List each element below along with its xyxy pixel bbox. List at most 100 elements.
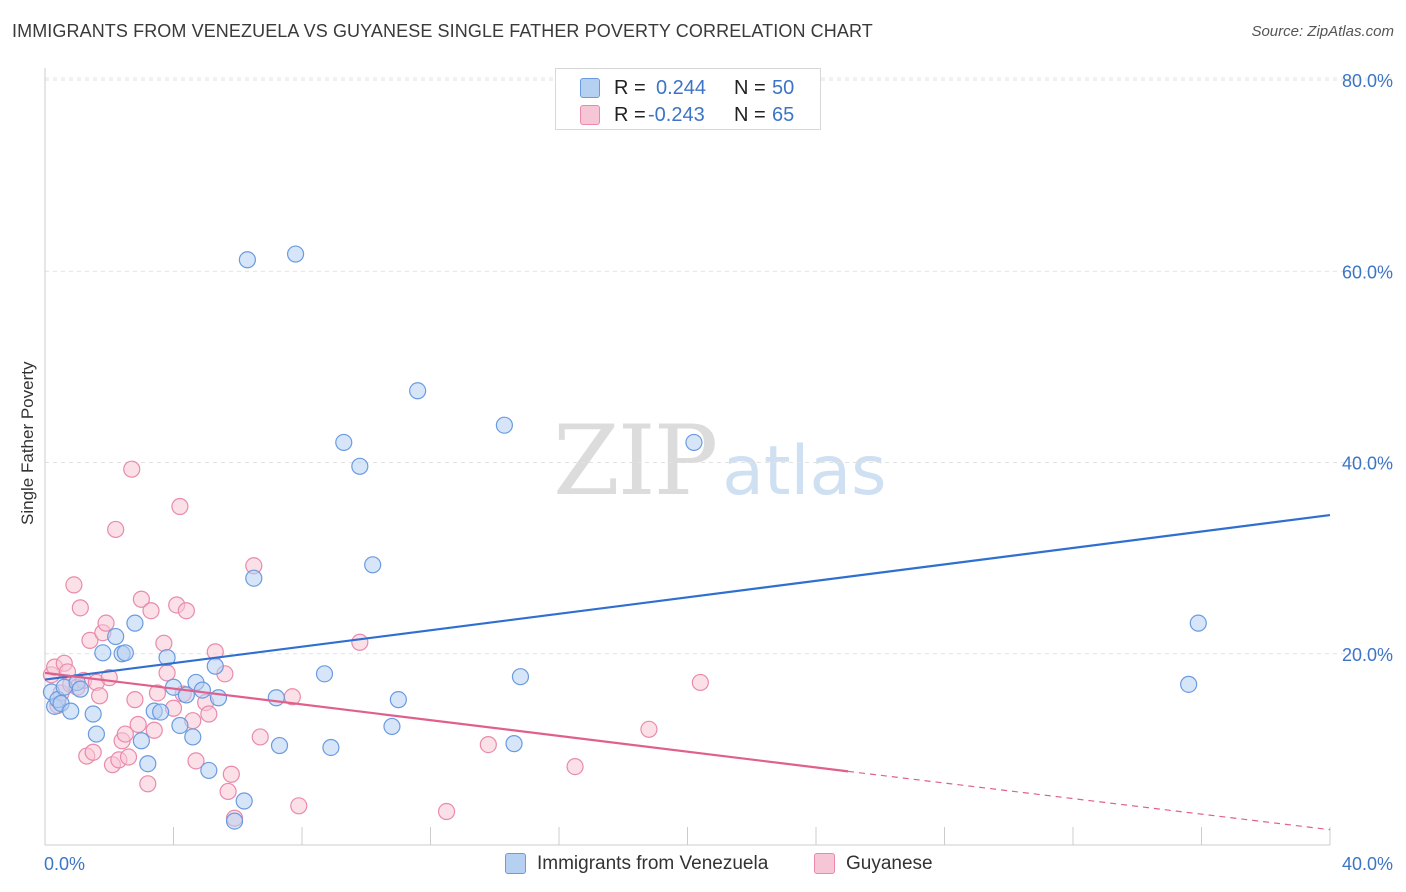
bottom-legend-swatch-venezuela bbox=[505, 853, 526, 874]
point-venezuela bbox=[383, 717, 401, 736]
point-venezuela bbox=[87, 725, 106, 743]
point-venezuela bbox=[238, 251, 256, 269]
bottom-legend-label-guyanese: Guyanese bbox=[846, 853, 933, 874]
point-guyanese bbox=[479, 735, 497, 754]
legend-row-guyanese: R = -0.243 N = 65 bbox=[556, 101, 820, 129]
point-guyanese bbox=[142, 602, 160, 620]
point-venezuela bbox=[62, 702, 80, 720]
legend-n-value: 65 bbox=[772, 104, 795, 126]
point-venezuela bbox=[158, 648, 176, 667]
point-venezuela bbox=[335, 433, 353, 452]
point-venezuela bbox=[152, 703, 170, 721]
point-guyanese bbox=[71, 599, 89, 617]
point-venezuela bbox=[351, 457, 369, 475]
point-guyanese bbox=[219, 782, 237, 801]
legend-n-label: N = bbox=[734, 104, 766, 126]
point-venezuela bbox=[171, 716, 189, 735]
source-label: Source: ZipAtlas.com bbox=[1251, 23, 1394, 40]
point-venezuela bbox=[94, 644, 112, 662]
point-guyanese bbox=[171, 497, 189, 516]
point-guyanese bbox=[145, 721, 163, 739]
point-guyanese bbox=[290, 797, 308, 815]
point-guyanese bbox=[123, 460, 141, 478]
y-tick-label: 60.0% bbox=[1342, 262, 1393, 282]
point-venezuela bbox=[1180, 675, 1198, 693]
point-guyanese bbox=[222, 765, 240, 783]
point-guyanese bbox=[129, 715, 147, 734]
legend-row-venezuela: R = 0.244 N = 50 bbox=[556, 74, 820, 102]
point-guyanese bbox=[200, 705, 218, 723]
point-guyanese bbox=[97, 614, 115, 632]
point-venezuela bbox=[685, 433, 703, 452]
point-guyanese bbox=[126, 691, 144, 709]
point-guyanese bbox=[139, 775, 157, 793]
point-venezuela bbox=[107, 627, 125, 646]
point-venezuela bbox=[364, 556, 382, 574]
point-venezuela bbox=[389, 691, 407, 709]
point-venezuela bbox=[495, 416, 513, 434]
y-tick-label: 80.0% bbox=[1342, 71, 1393, 91]
point-venezuela bbox=[116, 644, 134, 662]
point-venezuela bbox=[209, 689, 228, 707]
point-venezuela bbox=[235, 792, 253, 810]
point-venezuela bbox=[245, 569, 263, 587]
point-guyanese bbox=[132, 590, 150, 608]
point-guyanese bbox=[148, 684, 167, 702]
point-venezuela bbox=[511, 668, 530, 686]
point-guyanese bbox=[351, 633, 369, 651]
point-venezuela bbox=[1189, 614, 1207, 632]
trendline-guyanese-extension bbox=[848, 770, 1331, 831]
point-venezuela bbox=[200, 761, 218, 780]
point-venezuela bbox=[84, 705, 102, 723]
point-venezuela bbox=[505, 735, 523, 753]
point-venezuela bbox=[267, 689, 285, 707]
y-tick-label: 20.0% bbox=[1342, 645, 1393, 665]
trendline-venezuela bbox=[44, 514, 1331, 681]
point-guyanese bbox=[81, 631, 99, 649]
point-venezuela bbox=[184, 728, 202, 746]
point-venezuela bbox=[270, 736, 289, 755]
legend-swatch-guyanese bbox=[580, 105, 600, 125]
point-venezuela bbox=[315, 665, 334, 683]
point-guyanese bbox=[84, 743, 102, 761]
point-venezuela bbox=[225, 812, 244, 830]
point-venezuela bbox=[206, 657, 224, 675]
point-venezuela bbox=[286, 245, 305, 263]
legend-n-label: N = bbox=[734, 77, 766, 99]
point-guyanese bbox=[177, 602, 195, 620]
point-guyanese bbox=[91, 687, 109, 705]
point-guyanese bbox=[65, 576, 83, 594]
point-guyanese bbox=[251, 728, 269, 746]
y-tick-label: 40.0% bbox=[1342, 454, 1393, 474]
trendline-guyanese bbox=[44, 671, 849, 773]
point-venezuela bbox=[409, 382, 427, 400]
point-guyanese bbox=[155, 634, 173, 652]
point-guyanese bbox=[107, 520, 125, 539]
point-guyanese bbox=[119, 748, 138, 766]
point-guyanese bbox=[116, 725, 134, 743]
point-guyanese bbox=[640, 720, 658, 738]
x-tick-label: 0.0% bbox=[44, 854, 85, 874]
point-venezuela bbox=[126, 614, 144, 632]
legend-n-value: 50 bbox=[772, 77, 795, 99]
point-guyanese bbox=[437, 802, 456, 821]
legend-r-value: -0.243 bbox=[648, 104, 705, 126]
point-guyanese bbox=[158, 664, 176, 682]
point-venezuela bbox=[193, 681, 212, 699]
point-venezuela bbox=[322, 738, 340, 757]
point-venezuela bbox=[71, 680, 89, 698]
point-venezuela bbox=[132, 732, 150, 750]
bottom-legend-swatch-guyanese bbox=[814, 853, 835, 874]
point-guyanese bbox=[691, 673, 709, 692]
stats-legend: R = 0.244 N = 50 R = -0.243 N = 65 bbox=[555, 68, 821, 130]
point-venezuela bbox=[139, 755, 157, 773]
legend-r-label: R = bbox=[614, 104, 646, 126]
bottom-legend-label-venezuela: Immigrants from Venezuela bbox=[537, 853, 769, 874]
point-guyanese bbox=[566, 757, 584, 776]
legend-r-value: 0.244 bbox=[656, 77, 707, 99]
x-tick-label: 40.0% bbox=[1342, 854, 1393, 874]
legend-r-label: R = bbox=[614, 77, 646, 99]
chart-title: IMMIGRANTS FROM VENEZUELA VS GUYANESE SI… bbox=[12, 21, 873, 41]
legend-swatch-venezuela bbox=[580, 78, 600, 98]
